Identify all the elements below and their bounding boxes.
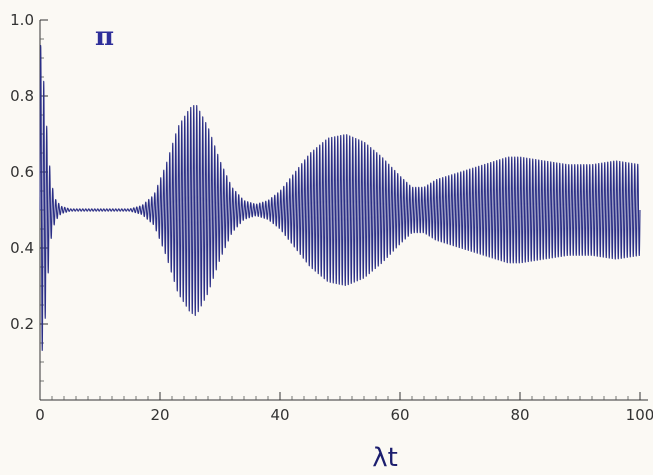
x-tick-label: 20 <box>150 406 169 424</box>
y-axis-title: π <box>95 22 114 52</box>
y-tick-label: 1.0 <box>10 11 34 29</box>
y-tick-label: 0.8 <box>10 87 34 105</box>
x-tick-label: 100 <box>626 406 653 424</box>
x-tick-label: 40 <box>270 406 289 424</box>
series-line <box>39 45 641 352</box>
x-tick-label: 60 <box>390 406 409 424</box>
x-tick-label: 80 <box>510 406 529 424</box>
x-tick-label: 0 <box>35 406 45 424</box>
x-axis-title: λt <box>372 443 398 473</box>
labels-layer: 0 20 40 60 80 100 0.2 0.4 0.6 0.8 1.0 <box>10 11 653 424</box>
y-tick-label: 0.2 <box>10 315 34 333</box>
y-tick-label: 0.6 <box>10 163 34 181</box>
y-tick-label: 0.4 <box>10 239 34 257</box>
series-layer <box>39 45 641 352</box>
